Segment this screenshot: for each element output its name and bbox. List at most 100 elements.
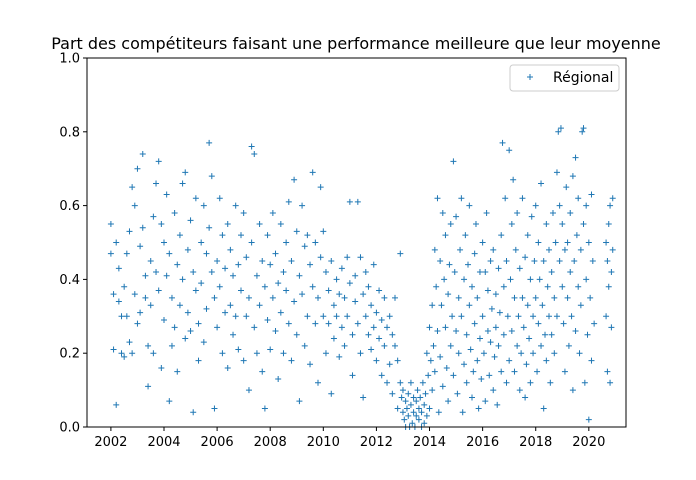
data-point: [307, 261, 314, 268]
data-point: [163, 191, 170, 198]
data-point: [107, 221, 114, 228]
data-point: [389, 390, 396, 397]
data-point: [253, 350, 260, 357]
data-point: [325, 287, 332, 294]
data-point: [571, 257, 578, 264]
x-tick-label: 2016: [466, 435, 499, 450]
data-point: [435, 409, 442, 416]
data-point: [139, 224, 146, 231]
data-point: [535, 239, 542, 246]
data-point: [453, 213, 460, 220]
data-point: [431, 368, 438, 375]
data-point: [532, 294, 539, 301]
data-point: [567, 209, 574, 216]
data-point: [121, 353, 128, 360]
data-point: [447, 221, 454, 228]
data-point: [352, 272, 359, 279]
data-point: [344, 313, 351, 320]
data-point: [523, 361, 530, 368]
data-point: [285, 320, 292, 327]
data-point: [315, 294, 321, 301]
data-point: [474, 357, 481, 364]
data-point: [569, 387, 576, 394]
data-point: [421, 420, 428, 427]
data-point: [256, 221, 263, 228]
data-point: [179, 276, 186, 283]
data-point: [604, 257, 611, 264]
data-point: [384, 324, 391, 331]
data-point: [192, 287, 199, 294]
data-point: [129, 184, 136, 191]
data-point: [605, 283, 612, 290]
data-point: [548, 269, 555, 276]
data-point: [293, 228, 300, 235]
data-point: [115, 265, 122, 272]
data-point: [522, 394, 529, 401]
data-point: [425, 372, 432, 379]
data-point: [296, 272, 303, 279]
data-point: [609, 246, 616, 253]
data-point: [163, 272, 170, 279]
x-tick-label: 2014: [413, 435, 446, 450]
data-point: [449, 313, 456, 320]
data-point: [243, 313, 250, 320]
data-point: [455, 350, 462, 357]
data-point: [575, 195, 582, 202]
data-point: [433, 283, 440, 290]
data-point: [330, 335, 337, 342]
data-point: [474, 294, 481, 301]
data-point: [587, 294, 594, 301]
data-point: [227, 246, 234, 253]
data-point: [500, 331, 507, 338]
x-tick-label: 2008: [254, 435, 287, 450]
data-point: [410, 394, 417, 401]
data-point: [434, 195, 441, 202]
data-point: [495, 265, 502, 272]
data-point: [261, 283, 268, 290]
data-point: [494, 401, 501, 408]
data-point: [490, 387, 497, 394]
data-point: [499, 139, 506, 146]
data-point: [384, 379, 391, 386]
data-point: [516, 387, 523, 394]
data-point: [567, 269, 574, 276]
data-point: [153, 269, 160, 276]
data-point: [589, 257, 596, 264]
data-point: [409, 420, 416, 427]
data-point: [427, 357, 434, 364]
data-point: [422, 390, 429, 397]
data-point: [488, 305, 495, 312]
data-point: [155, 158, 162, 165]
data-point: [360, 291, 367, 298]
data-point: [365, 283, 372, 290]
data-point: [447, 342, 454, 349]
data-point: [516, 265, 523, 272]
data-point: [450, 372, 457, 379]
data-point: [515, 313, 522, 320]
data-point: [392, 342, 398, 349]
data-point: [575, 283, 582, 290]
data-point: [389, 331, 396, 338]
data-point: [368, 346, 375, 353]
data-point: [504, 313, 511, 320]
data-point: [285, 198, 292, 205]
data-point: [349, 372, 356, 379]
data-point: [546, 313, 552, 320]
axes: 2002 2004 2006 2008 2010 2012 2014 2016 2018 2020…: [59, 52, 627, 450]
data-point: [182, 169, 189, 176]
data-point: [463, 331, 470, 338]
data-point: [322, 350, 329, 357]
data-point: [588, 357, 595, 364]
data-point: [123, 313, 130, 320]
data-point: [407, 379, 414, 386]
data-point: [200, 202, 207, 209]
data-point: [224, 221, 231, 228]
data-point: [524, 302, 531, 309]
data-point: [417, 394, 424, 401]
data-point: [346, 280, 353, 287]
data-point: [538, 180, 545, 187]
data-point: [580, 221, 587, 228]
data-point: [224, 364, 231, 371]
data-point: [426, 324, 433, 331]
data-point: [336, 353, 343, 360]
